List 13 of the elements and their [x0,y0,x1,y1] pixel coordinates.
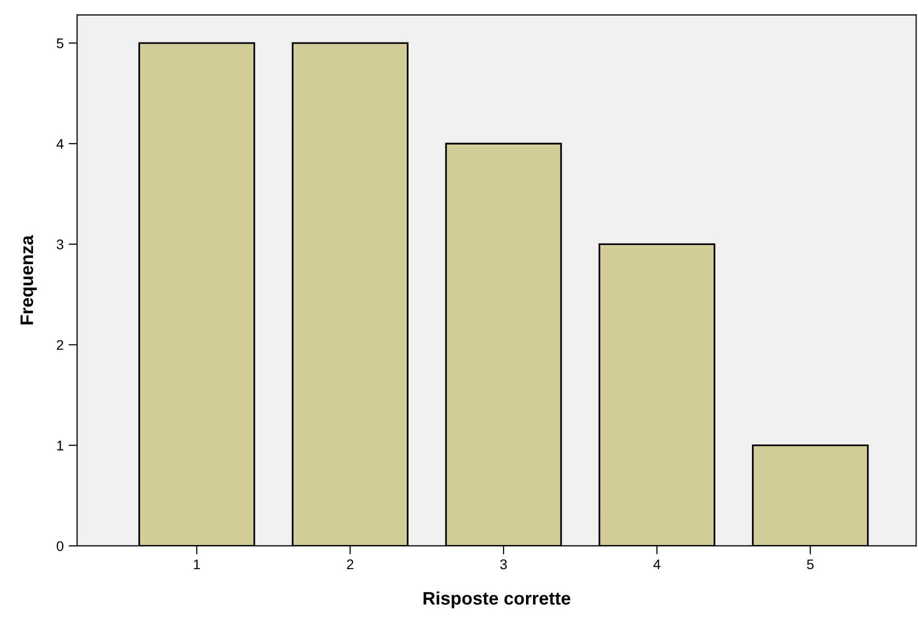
y-tick-label: 1 [57,440,64,450]
x-tick-label: 5 [807,560,814,570]
y-axis-title: Frequenza [20,235,37,324]
x-tick-label: 1 [194,560,200,570]
x-tick-label: 4 [653,560,660,570]
y-tick-label: 4 [56,139,64,149]
y-tick-label: 5 [56,38,64,48]
y-tick-label: 3 [56,240,64,250]
x-tick-label: 2 [346,559,354,570]
y-tick-label: 2 [56,340,64,350]
x-axis-title: Risposte corrette [424,591,570,608]
x-tick-label: 3 [500,559,507,570]
y-tick-label: 0 [56,541,64,552]
